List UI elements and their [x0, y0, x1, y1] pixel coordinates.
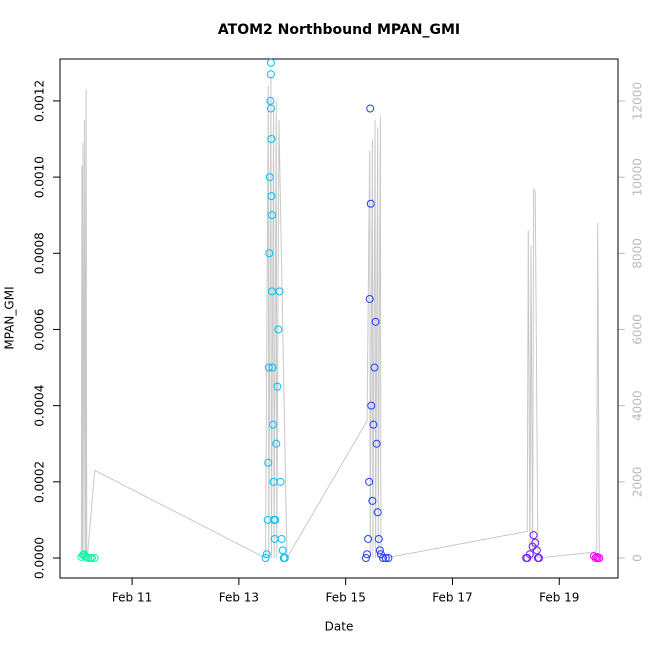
altitude-line [80, 78, 600, 560]
data-point [384, 554, 393, 563]
data-point [366, 104, 375, 113]
data-point [265, 249, 274, 258]
data-point [376, 550, 385, 559]
data-point [372, 439, 381, 448]
data-point [364, 534, 373, 543]
data-point [262, 550, 271, 559]
x-tick-label: Feb 13 [219, 591, 259, 605]
data-point [84, 554, 93, 563]
data-point [278, 546, 287, 555]
y2-tick-label: 12000 [631, 82, 645, 120]
data-point [271, 515, 280, 524]
data-point [266, 104, 275, 113]
y2-tick-label: 4000 [631, 390, 645, 421]
x-tick-label: Feb 17 [432, 591, 472, 605]
data-point [264, 458, 273, 467]
data-point [267, 192, 276, 201]
data-point [525, 550, 534, 559]
data-point [266, 58, 275, 67]
data-point [280, 554, 289, 563]
data-point [365, 294, 374, 303]
data-point [266, 70, 275, 79]
data-point [264, 363, 273, 372]
y-tick-label: 0.0002 [33, 461, 47, 503]
y-tick-label: 0.0008 [33, 232, 47, 274]
plot-frame [59, 58, 619, 579]
data-point [531, 538, 540, 547]
data-point [365, 477, 374, 486]
data-point [361, 554, 370, 563]
data-point [379, 554, 388, 563]
data-point [366, 199, 375, 208]
y-tick-label: 0.0004 [33, 385, 47, 427]
data-point [273, 382, 282, 391]
y2-tick-label: 8000 [631, 238, 645, 269]
data-point [90, 554, 99, 563]
data-point [371, 317, 380, 326]
data-point [369, 420, 378, 429]
data-point [374, 534, 383, 543]
data-point [268, 363, 277, 372]
x-tick-label: Feb 19 [539, 591, 579, 605]
data-point [275, 287, 284, 296]
y2-tick-label: 10000 [631, 158, 645, 196]
data-point [368, 496, 377, 505]
data-point [265, 173, 274, 182]
data-point [370, 363, 379, 372]
data-point [363, 550, 372, 559]
y-tick-label: 0.0012 [33, 80, 47, 122]
data-point [381, 554, 390, 563]
data-point [88, 554, 97, 563]
y-tick-label: 0.0006 [33, 308, 47, 350]
data-point [367, 401, 376, 410]
chart-title: ATOM2 Northbound MPAN_GMI [218, 22, 460, 38]
data-point [267, 211, 276, 220]
y2-tick-label: 0 [631, 554, 645, 562]
data-point [267, 134, 276, 143]
x-tick-label: Feb 11 [112, 591, 152, 605]
data-point [269, 420, 278, 429]
data-point [529, 531, 538, 540]
data-point [591, 554, 600, 563]
data-point [274, 325, 283, 334]
y-tick-label: 0.0010 [33, 156, 47, 198]
data-point [272, 439, 281, 448]
data-point [266, 96, 275, 105]
data-point [532, 546, 541, 555]
data-point [534, 554, 543, 563]
data-point [375, 546, 384, 555]
y2-tick-label: 2000 [631, 467, 645, 498]
y2-tick-label: 6000 [631, 314, 645, 345]
y-axis-label: MPAN_GMI [3, 286, 17, 349]
data-point [276, 477, 285, 486]
data-point [261, 554, 270, 563]
y-tick-label: 0.0000 [33, 537, 47, 579]
x-axis-label: Date [325, 620, 354, 634]
data-point [595, 554, 604, 563]
data-point [277, 534, 286, 543]
x-tick-label: Feb 15 [326, 591, 366, 605]
data-point [373, 508, 382, 517]
